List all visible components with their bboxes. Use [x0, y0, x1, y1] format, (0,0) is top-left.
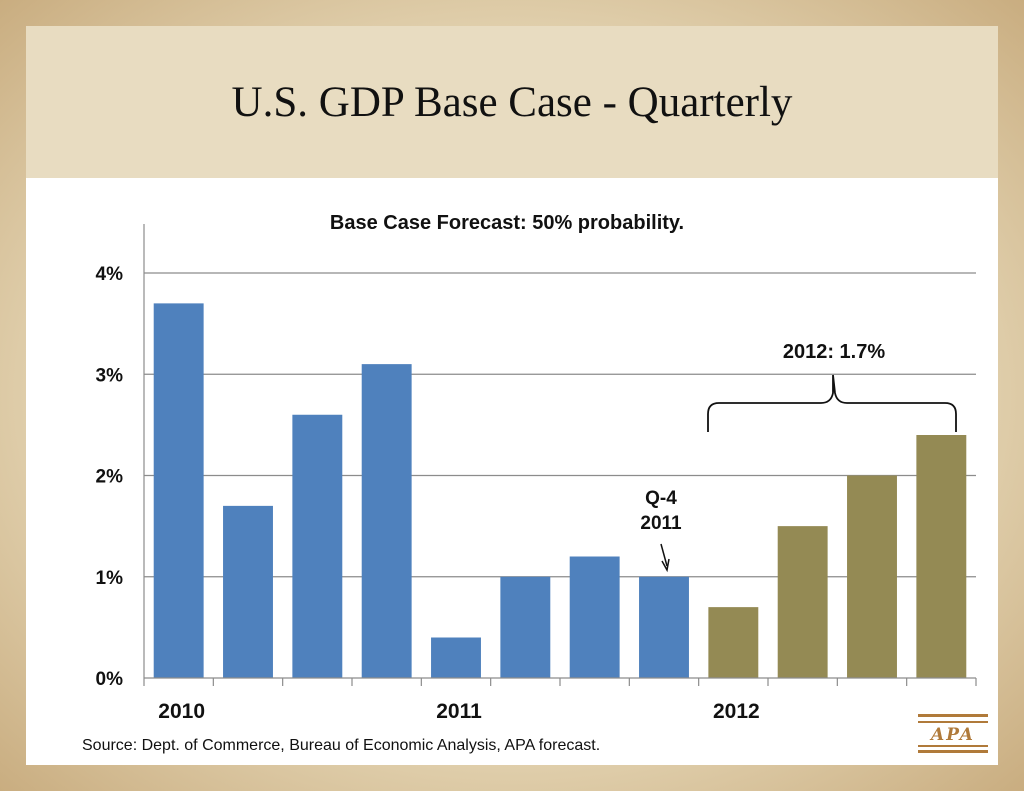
bars	[153, 303, 967, 678]
x-year-label: 2010	[158, 700, 205, 723]
apa-logo: APA	[918, 714, 988, 753]
bar	[916, 435, 967, 678]
bar	[361, 364, 412, 678]
gdp-bar-chart: Base Case Forecast: 50% probability. 0% 1…	[96, 212, 977, 723]
bar	[708, 607, 759, 678]
q4-arrow-head	[661, 558, 670, 573]
y-tick-label: 2%	[96, 467, 124, 488]
bar	[153, 303, 204, 678]
bar	[500, 576, 551, 678]
q4-arrow-shaft	[660, 543, 668, 567]
y-tick-label: 3%	[96, 365, 124, 386]
title-band: U.S. GDP Base Case - Quarterly	[26, 26, 998, 178]
slide: U.S. GDP Base Case - Quarterly Base Case…	[26, 26, 998, 765]
brace-shape	[707, 374, 957, 432]
bar	[292, 414, 343, 678]
bar	[431, 637, 481, 678]
slide-title: U.S. GDP Base Case - Quarterly	[231, 79, 793, 126]
bar	[639, 576, 689, 678]
brace-annotation: 2012: 1.7%	[707, 341, 957, 432]
axes	[143, 224, 977, 686]
y-tick-label: 4%	[96, 264, 124, 285]
bar	[569, 556, 620, 678]
q4-label-line2: 2011	[640, 513, 682, 534]
x-year-label: 2012	[713, 700, 760, 723]
chart-title: Base Case Forecast: 50% probability.	[330, 212, 684, 234]
x-year-labels: 2010 2011 2012	[158, 700, 759, 723]
brace-label: 2012: 1.7%	[783, 341, 886, 363]
bar	[777, 526, 828, 678]
y-tick-label: 1%	[96, 568, 124, 589]
grid-lines	[144, 272, 976, 578]
y-tick-label: 0%	[96, 669, 124, 690]
bar	[223, 505, 273, 678]
svg-text:APA: APA	[929, 725, 975, 745]
x-year-label: 2011	[436, 700, 482, 723]
q4-label-line1: Q-4	[645, 488, 677, 509]
bar	[847, 475, 897, 678]
y-tick-labels: 0% 1% 2% 3% 4%	[96, 264, 124, 690]
q4-2011-annotation: Q-4 2011	[640, 488, 682, 573]
source-note: Source: Dept. of Commerce, Bureau of Eco…	[82, 737, 601, 754]
